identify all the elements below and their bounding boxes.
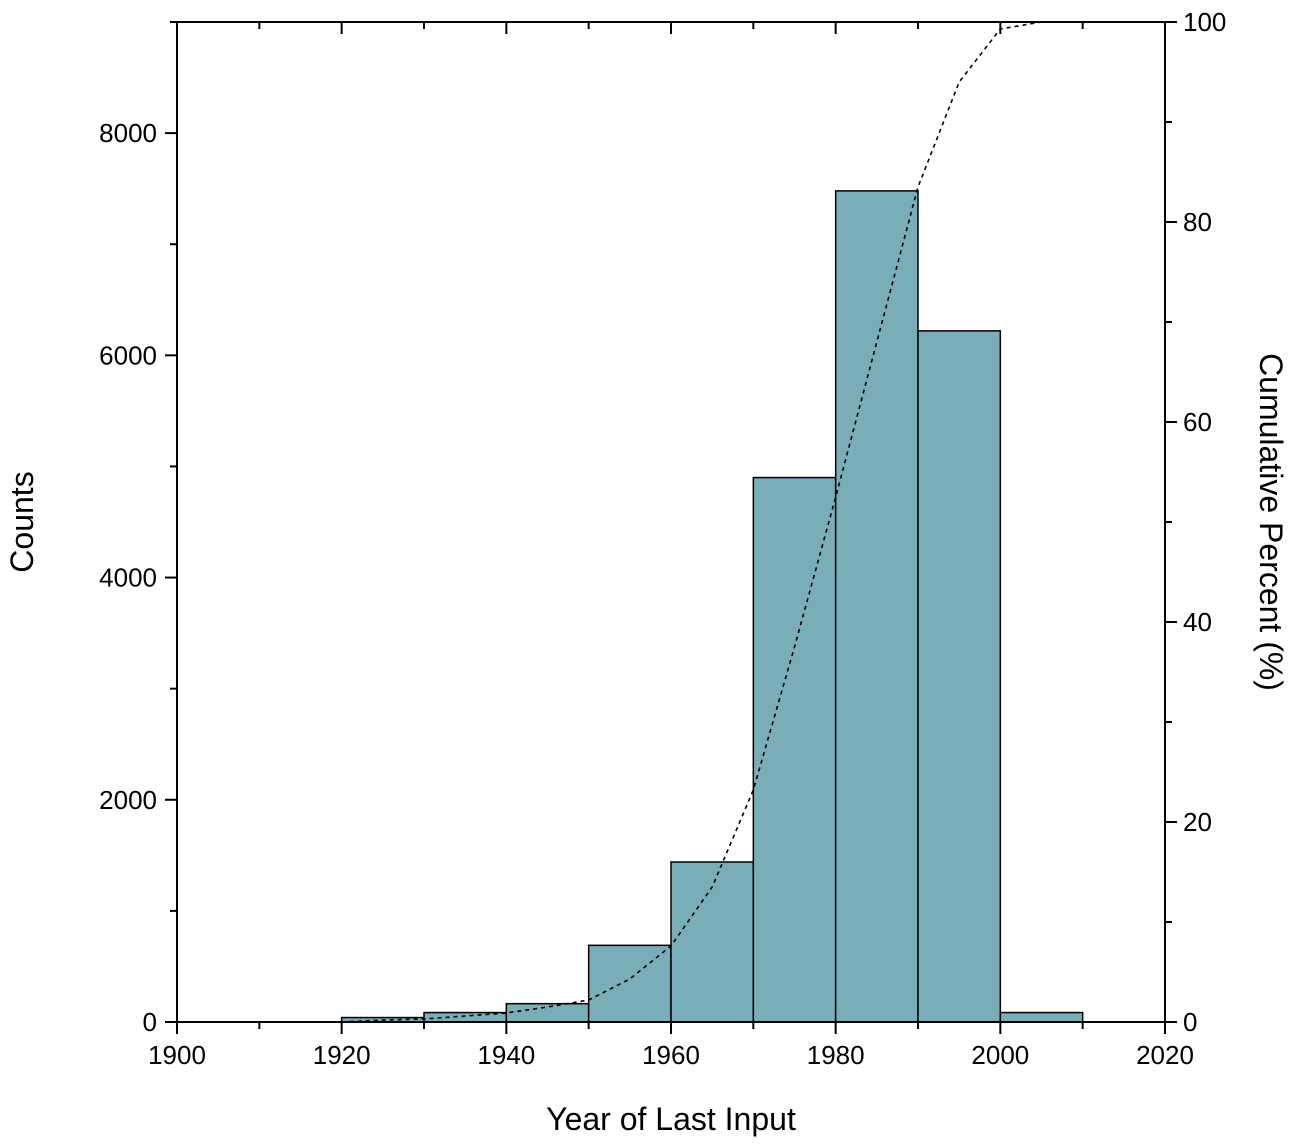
x-tick-label-1900: 1900 [148,1040,206,1070]
x-tick-label-1940: 1940 [477,1040,535,1070]
y2-tick-label-80: 80 [1183,207,1212,237]
histogram-bar-1950 [587,944,672,1023]
y2-tick-label-0: 0 [1183,1007,1197,1037]
x-tick-label-2020: 2020 [1136,1040,1194,1070]
histogram-bar-1960 [670,861,755,1023]
cumulative-curve-group [341,21,1042,1023]
y2-tick-label-40: 40 [1183,607,1212,637]
y2-tick-label-100: 100 [1183,7,1226,37]
y-tick-label-4000: 4000 [99,563,157,593]
y-axis-label: Counts [4,471,40,572]
y2-axis-label: Cumulative Percent (%) [1253,353,1289,691]
y-tick-label-6000: 6000 [99,340,157,370]
histogram-bar-1990 [917,330,1002,1023]
histogram-bar-1980 [834,190,919,1023]
y2-tick-label-60: 60 [1183,407,1212,437]
histogram-bar-2000 [999,1011,1084,1023]
x-tick-label-1960: 1960 [642,1040,700,1070]
cumulative-percent-curve [341,21,1042,1023]
y-tick-label-8000: 8000 [99,118,157,148]
histogram-bar-1940 [505,1002,590,1023]
y-tick-label-2000: 2000 [99,785,157,815]
y2-tick-label-20: 20 [1183,807,1212,837]
axes-group: 1900 1920 1940 1960 1980 2000 2020020004000600… [99,7,1226,1070]
histogram-bar-1970 [752,476,837,1023]
x-tick-label-1920: 1920 [313,1040,371,1070]
x-axis-label: Year of Last Input [546,1101,796,1137]
x-tick-label-1980: 1980 [807,1040,865,1070]
y-tick-label-0: 0 [143,1007,157,1037]
x-tick-label-2000: 2000 [971,1040,1029,1070]
bars-group [340,190,1084,1023]
